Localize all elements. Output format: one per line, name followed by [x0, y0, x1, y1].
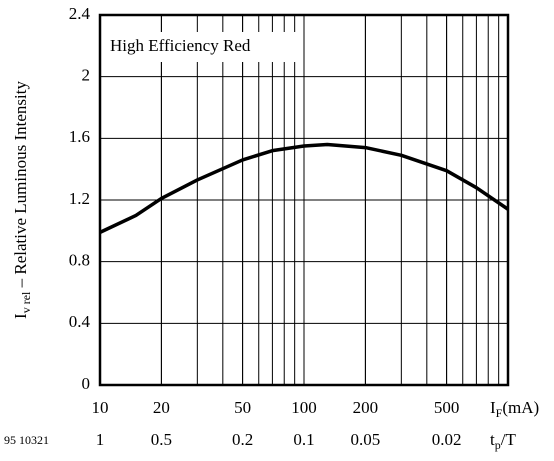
- y-tick-label: 1.6: [69, 127, 90, 146]
- x2-axis-label: tp/T: [490, 430, 516, 452]
- y-axis-label-symbol: I: [11, 313, 30, 319]
- x-tick-label: 10: [92, 398, 109, 417]
- x2-tick-label: 0.05: [351, 430, 381, 449]
- x2-axis-label-subscript: p: [495, 438, 501, 452]
- x2-axis-label-symbol: t: [490, 430, 495, 449]
- y-tick-label: 1.2: [69, 189, 90, 208]
- x2-tick-label: 0.02: [432, 430, 462, 449]
- x2-axis-label-text: /T: [501, 430, 517, 449]
- x-axis-label-subscript: F: [496, 406, 503, 420]
- x-tick-label: 50: [234, 398, 251, 417]
- x-tick-label: 20: [153, 398, 170, 417]
- y-tick-label: 2.4: [69, 4, 91, 23]
- x-axis-label: IF(mA): [490, 398, 539, 420]
- x2-tick-label: 1: [96, 430, 105, 449]
- x-tick-label: 500: [434, 398, 460, 417]
- x2-tick-label: 0.5: [151, 430, 172, 449]
- annotation-box: [103, 32, 300, 62]
- data-line: [99, 142, 509, 234]
- x-axis-label-symbol: I: [490, 398, 496, 417]
- x2-tick-label: 0.1: [293, 430, 314, 449]
- x-axis-label-text: (mA): [502, 398, 539, 417]
- y-axis-label-subscript: v rel: [19, 291, 33, 313]
- y-axis-label: Iv rel – Relative Luminous Intensity: [11, 81, 33, 319]
- y-tick-label: 0.4: [69, 312, 91, 331]
- x2-tick-label: 0.2: [232, 430, 253, 449]
- figure-id: 95 10321: [4, 433, 49, 447]
- y-axis-label-text: – Relative Luminous Intensity: [11, 81, 30, 292]
- annotation: High Efficiency Red: [110, 36, 251, 55]
- x-tick-label: 200: [353, 398, 379, 417]
- y-tick-label: 0: [82, 374, 91, 393]
- y-tick-label: 2: [82, 66, 91, 85]
- x-tick-label: 100: [291, 398, 317, 417]
- y-tick-label: 0.8: [69, 251, 90, 270]
